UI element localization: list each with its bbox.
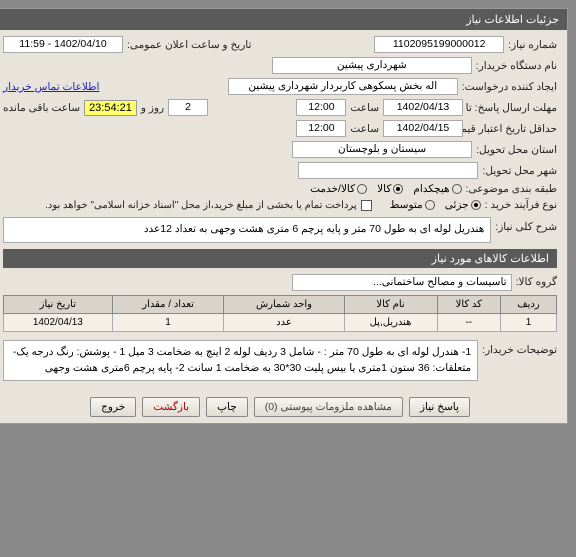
- deadline-send-date: 1402/04/13: [383, 99, 463, 116]
- summary-label: شرح کلی نیاز:: [495, 217, 557, 233]
- purchase-type-label: نوع فرآیند خرید :: [485, 199, 557, 211]
- buyer-notes-label: توضیحات خریدار:: [482, 340, 557, 356]
- table-row[interactable]: 1 -- هندریل,پل عدد 1 1402/04/13: [4, 313, 557, 331]
- group-label: گروه کالا:: [516, 276, 557, 288]
- th-date: تاریخ نیاز: [4, 295, 113, 313]
- footer-bar: پاسخ نیاز مشاهده ملزومات پیوستی (0) چاپ …: [0, 391, 567, 423]
- days-value: 2: [168, 99, 208, 116]
- remain-label: ساعت باقی مانده: [3, 102, 80, 114]
- th-name: نام کالا: [344, 295, 437, 313]
- announce-field: 1402/04/10 - 11:59: [3, 36, 123, 53]
- org-name-label: نام دستگاه خریدار:: [476, 60, 557, 72]
- print-button[interactable]: چاپ: [206, 397, 248, 417]
- th-code: کد کالا: [437, 295, 500, 313]
- time-label-1: ساعت: [350, 102, 379, 114]
- need-number-label: شماره نیاز:: [508, 39, 557, 51]
- remain-time: 23:54:21: [84, 100, 137, 116]
- announce-label: تاریخ و ساعت اعلان عمومی:: [127, 39, 251, 51]
- validity-date: 1402/04/15: [383, 120, 463, 137]
- requester-label: ایجاد کننده درخواست:: [462, 81, 557, 93]
- back-button[interactable]: بازگشت: [142, 397, 200, 417]
- radio-none[interactable]: هیچکدام: [413, 183, 461, 195]
- th-unit: واحد شمارش: [224, 295, 344, 313]
- section2-header: اطلاعات کالاهای مورد نیاز: [3, 249, 557, 268]
- radio-medium[interactable]: متوسط: [390, 199, 435, 211]
- payment-checkbox[interactable]: [361, 200, 372, 211]
- need-number-field: 1102095199000012: [374, 36, 504, 53]
- panel-header: جزئیات اطلاعات نیاز: [0, 9, 567, 30]
- th-qty: تعداد / مقدار: [112, 295, 224, 313]
- radio-goods[interactable]: کالا: [377, 183, 403, 195]
- panel-title: جزئیات اطلاعات نیاز: [466, 14, 559, 26]
- radio-service[interactable]: کالا/خدمت: [310, 183, 367, 195]
- city-field: [298, 162, 478, 179]
- requester-field: اله بخش پسکوهی کاربردار شهرداری پیشین: [228, 78, 458, 95]
- validity-label: حداقل تاریخ اعتبار قیمت: تا تاریخ:: [467, 123, 557, 135]
- th-row: ردیف: [500, 295, 556, 313]
- province-label: استان محل تحویل:: [476, 144, 557, 156]
- days-label: روز و: [141, 102, 164, 114]
- radio-partial[interactable]: جزئی: [445, 199, 481, 211]
- city-label: شهر محل تحویل:: [482, 165, 557, 177]
- group-field: تاسیسات و مصالح ساختمانی...: [292, 274, 512, 291]
- answer-button[interactable]: پاسخ نیاز: [409, 397, 470, 417]
- validity-time: 12:00: [296, 120, 346, 137]
- classification-radios: هیچکدام کالا کالا/خدمت: [310, 183, 461, 195]
- panel-content: شماره نیاز: 1102095199000012 تاریخ و ساع…: [0, 30, 567, 391]
- exit-button[interactable]: خروج: [90, 397, 136, 417]
- payment-note: پرداخت تمام یا بخشی از مبلغ خرید،از محل …: [45, 200, 357, 211]
- details-panel: جزئیات اطلاعات نیاز شماره نیاز: 11020951…: [0, 8, 568, 424]
- contact-link[interactable]: اطلاعات تماس خریدار: [3, 81, 99, 93]
- buyer-notes-text: 1- هندرل لوله ای به طول 70 متر : - شامل …: [3, 340, 478, 382]
- purchase-type-radios: جزئی متوسط: [390, 199, 481, 211]
- view-attach-button[interactable]: مشاهده ملزومات پیوستی (0): [254, 397, 403, 417]
- org-name-field: شهرداری پیشین: [272, 57, 472, 74]
- classification-label: طبقه بندی موضوعی:: [466, 183, 557, 195]
- deadline-send-label: مهلت ارسال پاسخ: تا تاریخ:: [467, 102, 557, 114]
- time-label-2: ساعت: [350, 123, 379, 135]
- deadline-send-time: 12:00: [296, 99, 346, 116]
- summary-text: هندریل لوله ای به طول 70 متر و پایه پرچم…: [3, 217, 491, 243]
- province-field: سیستان و بلوچستان: [292, 141, 472, 158]
- items-table: ردیف کد کالا نام کالا واحد شمارش تعداد /…: [3, 295, 557, 332]
